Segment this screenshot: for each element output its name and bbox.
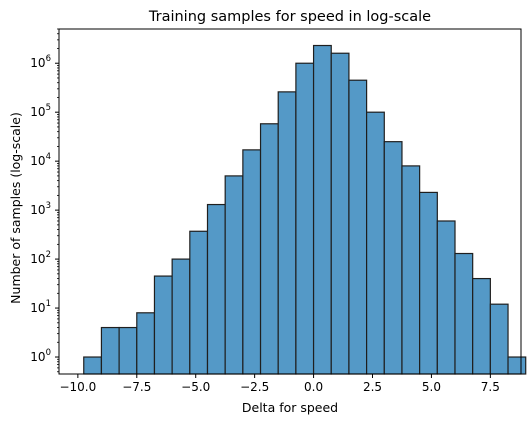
y-tick-group: 100 101 102 103 104 105 106: [30, 28, 59, 373]
x-tick-label: −5.0: [181, 380, 210, 394]
histogram-bar: [295, 62, 315, 375]
histogram-bar: [472, 277, 491, 375]
x-tick-label: −10.0: [59, 380, 96, 394]
y-tick-label: 104: [30, 152, 51, 168]
x-tick-label: −2.5: [240, 380, 269, 394]
histogram-bar: [242, 149, 262, 375]
histogram-bar: [383, 141, 403, 375]
y-tick-label: 102: [30, 250, 51, 266]
x-tick-label: 5.0: [422, 380, 441, 394]
x-tick-label: 0.0: [304, 380, 323, 394]
histogram-bar: [348, 79, 368, 375]
y-tick-label: 101: [30, 299, 51, 315]
histogram-bar: [171, 258, 191, 375]
histogram-bar: [259, 123, 279, 375]
histogram-bar: [100, 326, 120, 375]
histogram-bar: [401, 165, 421, 375]
y-axis-label: Number of samples (log-scale): [8, 112, 23, 304]
histogram-bar: [489, 303, 509, 375]
chart-title: Training samples for speed in log-scale: [148, 9, 431, 25]
x-tick-label: −7.5: [122, 380, 151, 394]
y-tick-label: 106: [30, 54, 51, 70]
histogram-bar: [330, 52, 350, 375]
histogram-bar: [277, 91, 297, 375]
histogram-bar: [189, 230, 209, 375]
x-axis-label: Delta for speed: [242, 400, 338, 415]
x-axis-ticks: −10.0 −7.5 −5.0 −2.5 0.0 2.5 5.0 7.5: [59, 374, 500, 394]
histogram-bar: [419, 191, 438, 375]
plot-frame: [58, 28, 522, 375]
histogram-bar: [153, 275, 173, 375]
histogram-bar: [224, 175, 244, 375]
histogram-bar: [454, 252, 474, 375]
x-tick-label: 2.5: [363, 380, 382, 394]
histogram-bar: [136, 312, 156, 375]
histogram-bar: [507, 356, 527, 375]
y-tick-label: 105: [30, 103, 51, 119]
x-tick-label: 7.5: [481, 380, 500, 394]
histogram-bar: [206, 203, 226, 375]
histogram-bar: [436, 220, 456, 375]
histogram-bar: [83, 356, 103, 375]
histogram-bar: [118, 326, 138, 375]
y-axis-ticks: 100 101 102 103 104 105 106: [30, 28, 59, 373]
y-tick-label: 100: [30, 348, 51, 364]
histogram-bar: [312, 44, 332, 375]
histogram-bar: [366, 111, 385, 375]
y-tick-label: 103: [30, 201, 51, 217]
